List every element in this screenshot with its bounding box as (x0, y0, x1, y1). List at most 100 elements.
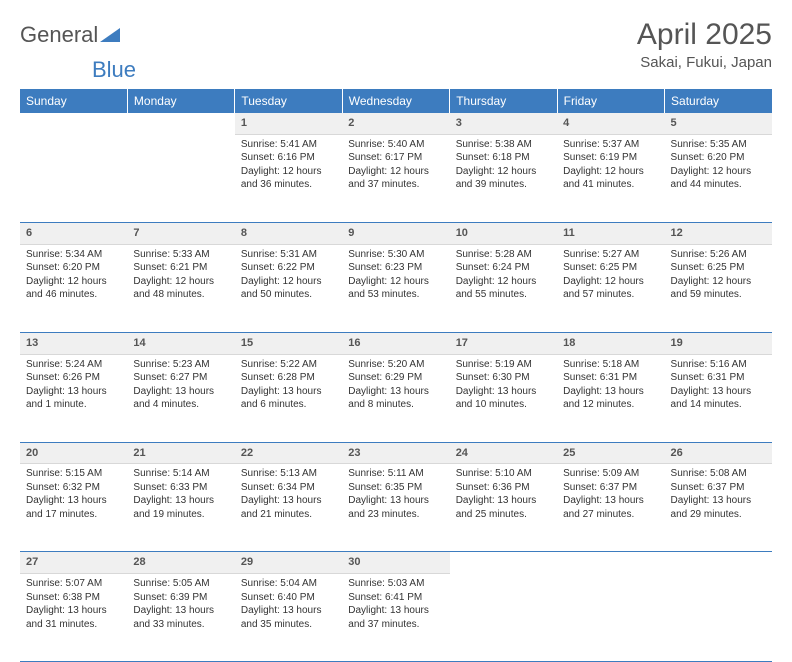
day-content-row: Sunrise: 5:24 AMSunset: 6:26 PM Daylight:… (20, 354, 772, 442)
day-content-cell: Sunrise: 5:19 AMSunset: 6:30 PMDaylight:… (450, 354, 557, 442)
logo-text-general: General (20, 22, 98, 48)
daylight-text: Daylight: 12 hours and 59 minutes. (671, 275, 766, 302)
daylight-text: Daylight: 13 hours and 31 minutes. (26, 604, 121, 631)
day-number-row: 13141516171819 (20, 332, 772, 354)
day-number-cell: 6 (20, 222, 127, 244)
daylight-text: Daylight: 12 hours and 57 minutes. (563, 275, 658, 302)
daylight-text: Daylight: 13 hours and 6 minutes. (241, 385, 336, 412)
sunset-text: Sunset: 6:37 PM (563, 481, 658, 495)
sunset-text: Sunset: 6:26 PM (26, 371, 121, 385)
sunset-text: Sunset: 6:25 PM (671, 261, 766, 275)
sunrise-text: Sunrise: 5:37 AM (563, 138, 658, 152)
day-content-cell: Sunrise: 5:10 AMSunset: 6:36 PMDaylight:… (450, 464, 557, 552)
sunset-text: Sunset: 6:20 PM (26, 261, 121, 275)
day-number-cell: 19 (665, 332, 772, 354)
daylight-text: Daylight: 13 hours and 12 minutes. (563, 385, 658, 412)
day-content-row: Sunrise: 5:34 AMSunset: 6:20 PMDaylight:… (20, 244, 772, 332)
weekday-header: Monday (127, 89, 234, 113)
sunset-text: Sunset: 6:41 PM (348, 591, 443, 605)
daylight-text: Daylight: 12 hours and 53 minutes. (348, 275, 443, 302)
day-number-cell: 4 (557, 113, 664, 134)
sunrise-text: Sunrise: 5:22 AM (241, 358, 336, 372)
sunset-text: Sunset: 6:24 PM (456, 261, 551, 275)
daylight-text: Daylight: 13 hours and 10 minutes. (456, 385, 551, 412)
day-content-cell: Sunrise: 5:15 AMSunset: 6:32 PMDaylight:… (20, 464, 127, 552)
day-content-cell: Sunrise: 5:11 AMSunset: 6:35 PMDaylight:… (342, 464, 449, 552)
weekday-header: Sunday (20, 89, 127, 113)
sunrise-text: Sunrise: 5:27 AM (563, 248, 658, 262)
sunset-text: Sunset: 6:33 PM (133, 481, 228, 495)
day-number-row: 27282930 (20, 552, 772, 574)
daylight-text: Daylight: 13 hours and 37 minutes. (348, 604, 443, 631)
day-content-cell (450, 574, 557, 662)
sunrise-text: Sunrise: 5:09 AM (563, 467, 658, 481)
day-number-row: 20212223242526 (20, 442, 772, 464)
sunrise-text: Sunrise: 5:07 AM (26, 577, 121, 591)
day-content-cell: Sunrise: 5:13 AMSunset: 6:34 PMDaylight:… (235, 464, 342, 552)
sunset-text: Sunset: 6:30 PM (456, 371, 551, 385)
day-number-cell: 30 (342, 552, 449, 574)
sunset-text: Sunset: 6:39 PM (133, 591, 228, 605)
day-content-cell: Sunrise: 5:07 AMSunset: 6:38 PMDaylight:… (20, 574, 127, 662)
sunrise-text: Sunrise: 5:10 AM (456, 467, 551, 481)
day-number-cell (557, 552, 664, 574)
day-number-cell: 14 (127, 332, 234, 354)
day-number-cell: 29 (235, 552, 342, 574)
sunrise-text: Sunrise: 5:08 AM (671, 467, 766, 481)
daylight-text: Daylight: 12 hours and 48 minutes. (133, 275, 228, 302)
day-number-cell: 25 (557, 442, 664, 464)
sunrise-text: Sunrise: 5:20 AM (348, 358, 443, 372)
day-content-cell: Sunrise: 5:04 AMSunset: 6:40 PMDaylight:… (235, 574, 342, 662)
daylight-text: Daylight: 13 hours and 4 minutes. (133, 385, 228, 412)
day-number-cell: 7 (127, 222, 234, 244)
day-content-cell: Sunrise: 5:08 AMSunset: 6:37 PMDaylight:… (665, 464, 772, 552)
day-number-cell: 1 (235, 113, 342, 134)
sunset-text: Sunset: 6:37 PM (671, 481, 766, 495)
day-number-cell: 17 (450, 332, 557, 354)
logo: General (20, 18, 121, 48)
day-content-cell: Sunrise: 5:31 AMSunset: 6:22 PMDaylight:… (235, 244, 342, 332)
day-number-cell: 13 (20, 332, 127, 354)
sunrise-text: Sunrise: 5:24 AM (26, 358, 121, 372)
sunrise-text: Sunrise: 5:04 AM (241, 577, 336, 591)
daylight-text: Daylight: 13 hours and 19 minutes. (133, 494, 228, 521)
day-content-row: Sunrise: 5:15 AMSunset: 6:32 PMDaylight:… (20, 464, 772, 552)
day-content-cell: Sunrise: 5:37 AMSunset: 6:19 PMDaylight:… (557, 134, 664, 222)
sunrise-text: Sunrise: 5:31 AM (241, 248, 336, 262)
day-content-cell: Sunrise: 5:23 AMSunset: 6:27 PMDaylight:… (127, 354, 234, 442)
daylight-text: Daylight: 13 hours and 23 minutes. (348, 494, 443, 521)
sunrise-text: Sunrise: 5:40 AM (348, 138, 443, 152)
daylight-text: Daylight: 13 hours and 29 minutes. (671, 494, 766, 521)
sunrise-text: Sunrise: 5:30 AM (348, 248, 443, 262)
daylight-text: Daylight: 12 hours and 41 minutes. (563, 165, 658, 192)
day-number-cell (127, 113, 234, 134)
daylight-text: Daylight: 12 hours and 37 minutes. (348, 165, 443, 192)
sunset-text: Sunset: 6:25 PM (563, 261, 658, 275)
sunset-text: Sunset: 6:38 PM (26, 591, 121, 605)
day-content-cell (20, 134, 127, 222)
daylight-text: Daylight: 12 hours and 36 minutes. (241, 165, 336, 192)
day-content-cell: Sunrise: 5:18 AMSunset: 6:31 PMDaylight:… (557, 354, 664, 442)
day-number-cell: 8 (235, 222, 342, 244)
daylight-text: Daylight: 13 hours and 25 minutes. (456, 494, 551, 521)
sunrise-text: Sunrise: 5:19 AM (456, 358, 551, 372)
sunrise-text: Sunrise: 5:05 AM (133, 577, 228, 591)
day-content-cell: Sunrise: 5:03 AMSunset: 6:41 PMDaylight:… (342, 574, 449, 662)
daylight-text: Daylight: 12 hours and 55 minutes. (456, 275, 551, 302)
day-number-cell (20, 113, 127, 134)
day-number-cell: 28 (127, 552, 234, 574)
sunrise-text: Sunrise: 5:23 AM (133, 358, 228, 372)
day-content-cell: Sunrise: 5:30 AMSunset: 6:23 PMDaylight:… (342, 244, 449, 332)
sunset-text: Sunset: 6:40 PM (241, 591, 336, 605)
sunset-text: Sunset: 6:16 PM (241, 151, 336, 165)
day-content-cell: Sunrise: 5:34 AMSunset: 6:20 PMDaylight:… (20, 244, 127, 332)
day-content-cell (557, 574, 664, 662)
sunrise-text: Sunrise: 5:26 AM (671, 248, 766, 262)
day-number-cell: 24 (450, 442, 557, 464)
day-number-cell: 20 (20, 442, 127, 464)
day-number-cell: 5 (665, 113, 772, 134)
sunrise-text: Sunrise: 5:28 AM (456, 248, 551, 262)
day-content-cell (665, 574, 772, 662)
weekday-header: Friday (557, 89, 664, 113)
daylight-text: Daylight: 12 hours and 46 minutes. (26, 275, 121, 302)
